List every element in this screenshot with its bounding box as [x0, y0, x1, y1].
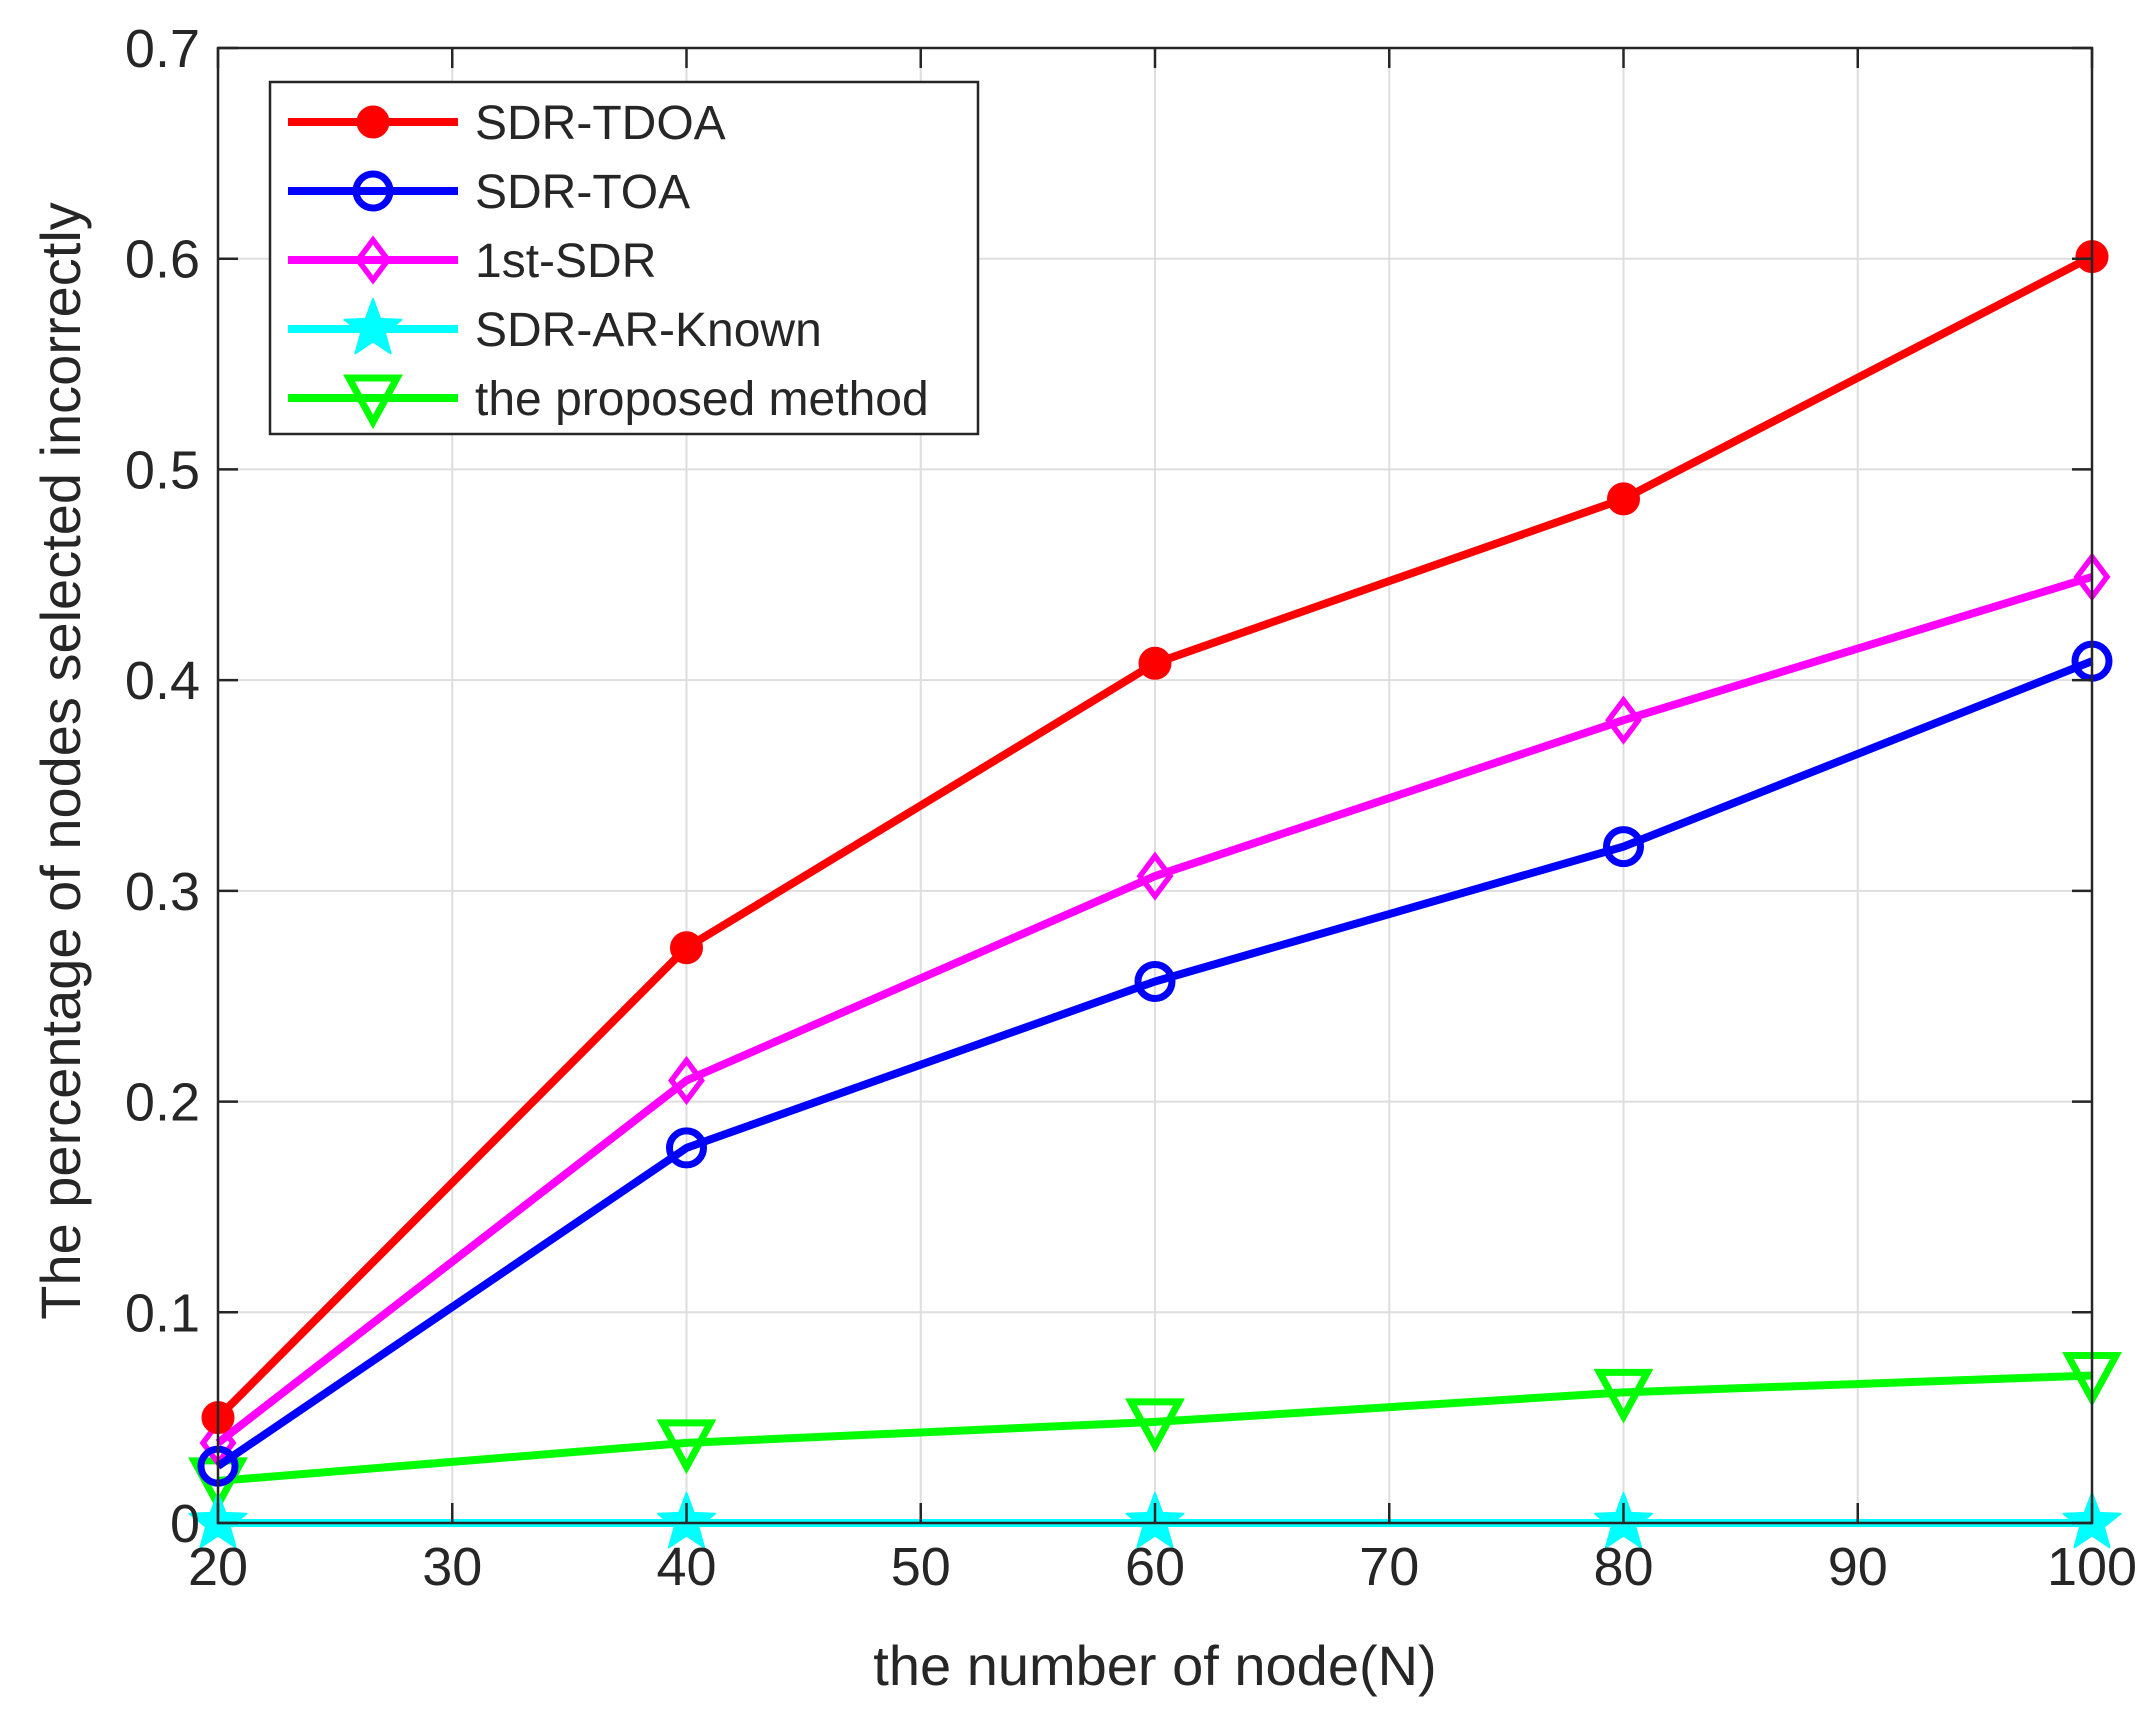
legend-marker-the-proposed-method	[343, 374, 403, 430]
x-tick-label-80: 80	[1593, 1537, 1653, 1597]
y-tick-label-0-6: 0.6	[125, 230, 200, 290]
legend-item-sdr-tdoa: SDR-TDOA	[288, 97, 726, 150]
x-tick-label-70: 70	[1359, 1537, 1419, 1597]
y-tick-label-0-5: 0.5	[125, 440, 200, 500]
point-the-proposed-method-40	[656, 1419, 717, 1475]
y-tick-label-0-2: 0.2	[125, 1073, 200, 1133]
legend-item-1st-sdr: 1st-SDR	[288, 235, 656, 288]
legend-label-sdr-ar-known: SDR-AR-Known	[475, 304, 822, 357]
point-sdr-toa-80	[1603, 826, 1644, 868]
legend-item-sdr-toa: SDR-TOA	[288, 166, 690, 219]
series-line-1st-sdr	[215, 573, 2094, 1447]
y-tick-label-0-7: 0.7	[125, 19, 200, 79]
point-1st-sdr-80	[1605, 695, 1642, 745]
point-sdr-tdoa-60	[1138, 646, 1172, 680]
x-axis-label: the number of node(N)	[873, 1634, 1436, 1697]
legend-item-the-proposed-method: the proposed method	[288, 373, 929, 430]
x-tick-label-20: 20	[188, 1537, 248, 1597]
series-the-proposed-method	[188, 1352, 2122, 1513]
legend-label-1st-sdr: 1st-SDR	[475, 235, 656, 288]
point-sdr-toa-60	[1134, 960, 1176, 1002]
x-tick-label-30: 30	[422, 1537, 482, 1597]
axes-layer: 20 30 40 50 60 70 80 90 100 0 0.1 0.2 0.3 0.4 0.5 0.6 0.…	[125, 19, 2137, 1597]
x-tick-label-100: 100	[2047, 1537, 2137, 1597]
y-tick-label-0: 0	[170, 1494, 200, 1554]
y-tick-label-0-3: 0.3	[125, 862, 200, 922]
y-axis-label: The percentage of nodes selected incorre…	[29, 202, 92, 1320]
series-line-sdr-toa	[215, 657, 2094, 1470]
x-tick-label-60: 60	[1125, 1537, 1185, 1597]
legend-marker-sdr-ar-known	[343, 298, 403, 355]
legend: SDR-TDOA SDR-TOA 1st-SDR SDR-AR-Known the pr…	[268, 80, 980, 436]
point-sdr-tdoa-40	[670, 931, 703, 965]
point-1st-sdr-40	[668, 1055, 705, 1106]
series-line-the-proposed-method	[217, 1371, 2093, 1485]
x-tick-label-40: 40	[656, 1537, 716, 1597]
legend-marker-sdr-tdoa	[356, 105, 390, 139]
legend-label-the-proposed-method: the proposed method	[475, 373, 929, 426]
point-the-proposed-method-60	[1125, 1398, 1185, 1454]
point-the-proposed-method-80	[1593, 1368, 1654, 1424]
point-sdr-toa-40	[666, 1127, 707, 1169]
legend-label-sdr-toa: SDR-TOA	[475, 166, 690, 219]
y-tick-label-0-4: 0.4	[125, 651, 200, 711]
point-1st-sdr-60	[1136, 851, 1174, 901]
y-tick-label-0-1: 0.1	[125, 1283, 200, 1343]
legend-item-sdr-ar-known: SDR-AR-Known	[288, 298, 822, 357]
x-tick-label-90: 90	[1828, 1537, 1888, 1597]
legend-label-sdr-tdoa: SDR-TDOA	[475, 97, 726, 150]
legend-marker-1st-sdr	[354, 235, 392, 285]
x-tick-label-50: 50	[891, 1537, 951, 1597]
legend-marker-sdr-toa	[352, 170, 394, 212]
point-sdr-tdoa-80	[1607, 482, 1640, 516]
